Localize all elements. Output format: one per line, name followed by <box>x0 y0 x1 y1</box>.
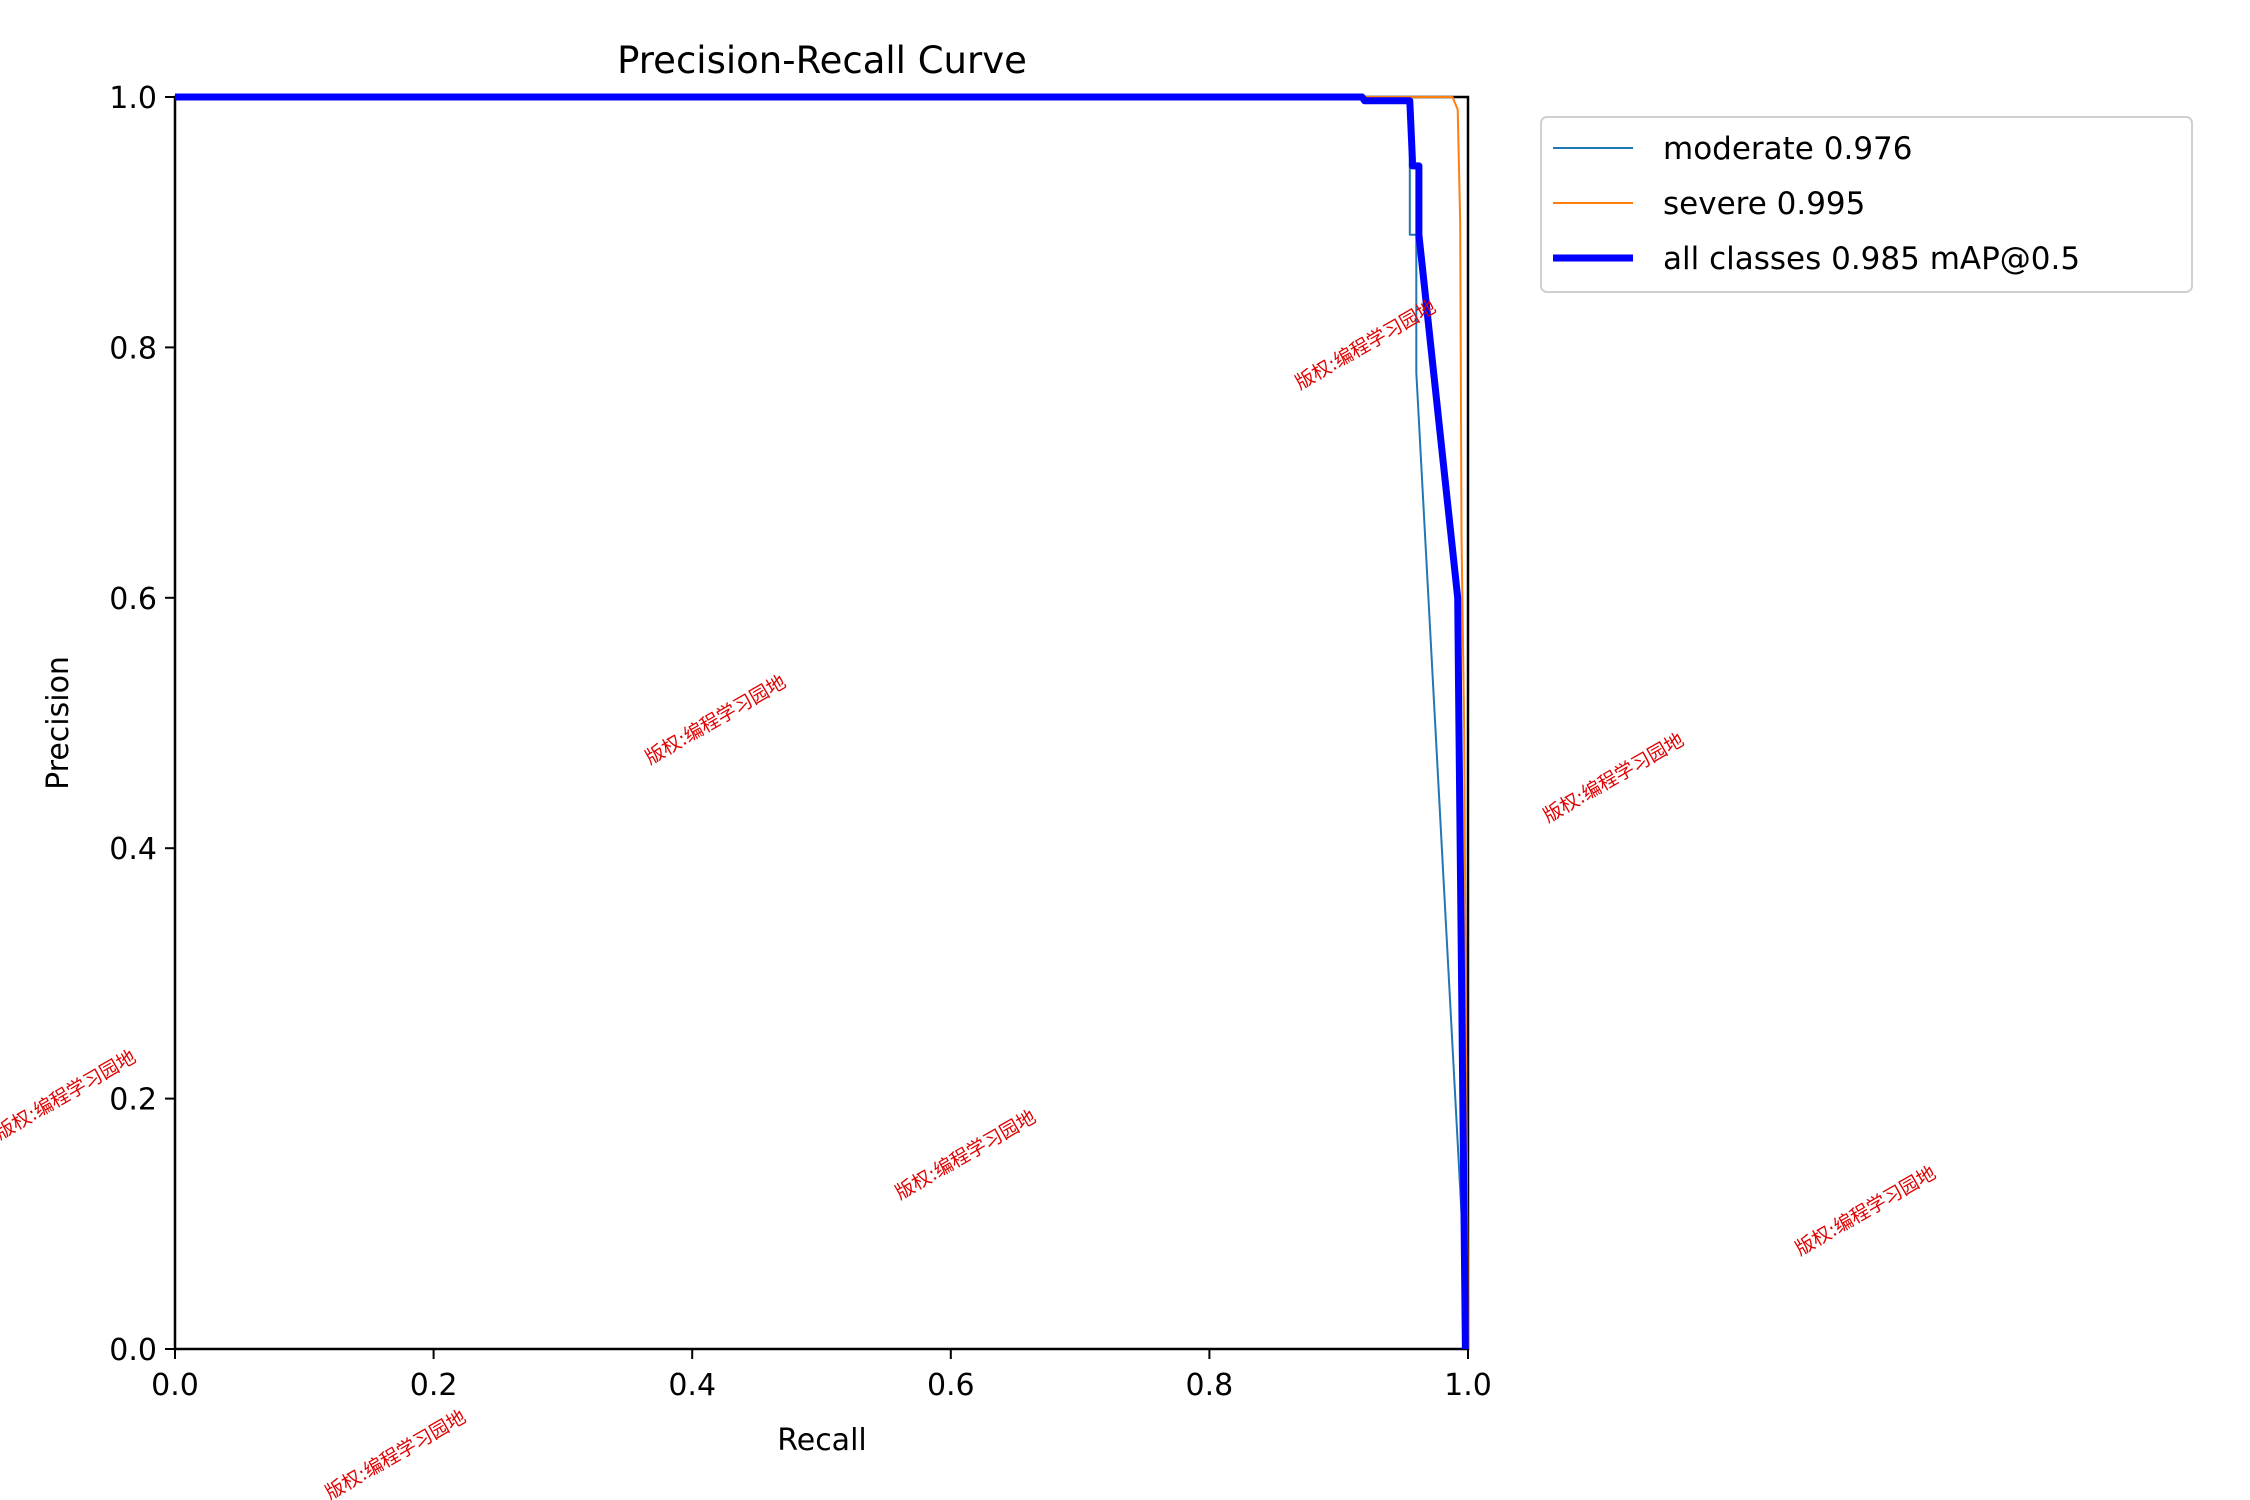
series-lines <box>175 93 1469 1350</box>
series-line-1 <box>175 96 1469 1350</box>
x-tick-label: 0.4 <box>668 1368 716 1403</box>
watermark-text: 版权:编程学习园地 <box>1792 1162 1940 1260</box>
chart-title: Precision-Recall Curve <box>617 39 1027 82</box>
watermark-text: 版权:编程学习园地 <box>322 1406 470 1500</box>
x-tick-label: 0.8 <box>1186 1368 1234 1403</box>
y-axis-label: Precision <box>41 656 76 790</box>
x-axis-ticks: 0.0 0.2 0.4 0.6 0.8 1.0 <box>151 1349 1492 1403</box>
legend-box <box>1540 116 2193 293</box>
watermark-text: 版权:编程学习园地 <box>1540 729 1688 827</box>
legend-label-1: severe 0.995 <box>1663 186 1865 222</box>
x-tick-label: 0.6 <box>927 1368 975 1403</box>
y-tick-label: 0.8 <box>109 331 157 366</box>
x-tick-label: 0.0 <box>151 1368 199 1403</box>
plot-frame <box>173 95 1470 1351</box>
y-tick-label: 0.4 <box>109 832 157 867</box>
legend-label-0: moderate 0.976 <box>1663 131 1912 167</box>
legend: moderate 0.976 severe 0.995 all classes 0.… <box>1540 116 2193 293</box>
y-tick-label: 0.2 <box>109 1083 157 1118</box>
x-tick-label: 1.0 <box>1444 1368 1492 1403</box>
y-tick-label: 0.0 <box>109 1333 157 1368</box>
y-tick-label: 1.0 <box>109 81 157 116</box>
y-tick-label: 0.6 <box>109 582 157 617</box>
y-axis-ticks: 0.0 0.2 0.4 0.6 0.8 1.0 <box>109 81 175 1368</box>
legend-label-2: all classes 0.985 mAP@0.5 <box>1663 241 2080 277</box>
x-tick-label: 0.2 <box>410 1368 458 1403</box>
x-axis-label: Recall <box>777 1423 867 1458</box>
series-line-2 <box>175 93 1469 1350</box>
